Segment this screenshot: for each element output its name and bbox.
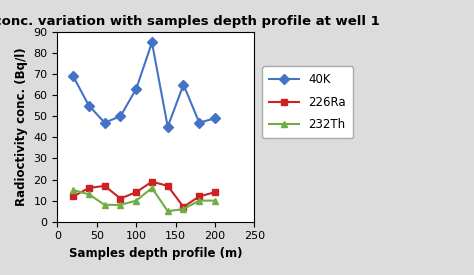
232Th (70, 188, 76, 192)
40K (70, 75, 76, 78)
226Ra (181, 205, 186, 209)
Legend: 40K, 226Ra, 232Th: 40K, 226Ra, 232Th (262, 66, 353, 138)
226Ra (70, 195, 76, 198)
232Th (181, 207, 186, 211)
Y-axis label: Radioctivity conc. (Bq/l): Radioctivity conc. (Bq/l) (15, 48, 28, 206)
226Ra (196, 195, 202, 198)
226Ra (212, 191, 218, 194)
Line: 226Ra: 226Ra (70, 178, 219, 210)
232Th (149, 186, 155, 190)
Title: Activity conc. variation with samples depth profile at well 1: Activity conc. variation with samples de… (0, 15, 380, 28)
40K (165, 125, 171, 128)
226Ra (133, 191, 139, 194)
Line: 40K: 40K (70, 39, 219, 130)
226Ra (118, 197, 123, 200)
40K (212, 117, 218, 120)
232Th (196, 199, 202, 202)
232Th (118, 203, 123, 207)
226Ra (102, 184, 108, 188)
226Ra (149, 180, 155, 183)
232Th (133, 199, 139, 202)
40K (102, 121, 108, 124)
40K (196, 121, 202, 124)
232Th (165, 210, 171, 213)
40K (181, 83, 186, 86)
232Th (102, 203, 108, 207)
Line: 232Th: 232Th (70, 185, 219, 215)
X-axis label: Samples depth profile (m): Samples depth profile (m) (69, 247, 243, 260)
226Ra (86, 186, 92, 190)
40K (118, 115, 123, 118)
232Th (212, 199, 218, 202)
226Ra (165, 184, 171, 188)
232Th (86, 193, 92, 196)
40K (133, 87, 139, 90)
40K (149, 41, 155, 44)
40K (86, 104, 92, 108)
